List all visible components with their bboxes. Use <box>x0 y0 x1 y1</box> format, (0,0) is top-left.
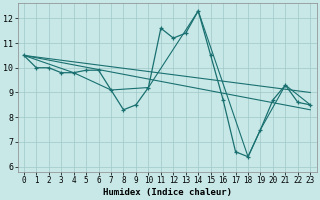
X-axis label: Humidex (Indice chaleur): Humidex (Indice chaleur) <box>103 188 232 197</box>
